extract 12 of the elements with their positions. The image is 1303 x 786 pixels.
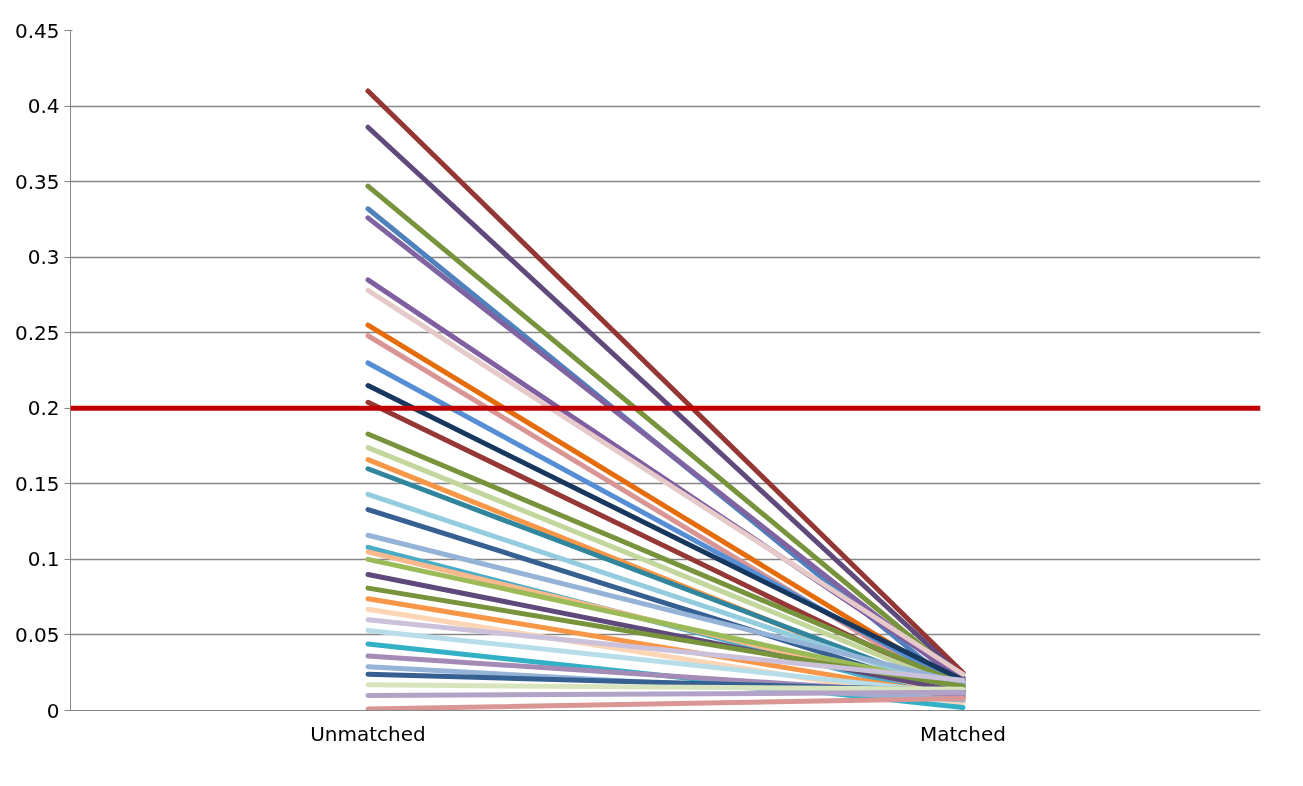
y-tick-label: 0.2	[27, 396, 60, 421]
y-tick-label: 0.1	[27, 547, 60, 572]
x-tick-label: Matched	[919, 721, 1007, 746]
y-tick-label: 0.3	[27, 245, 60, 270]
y-tick-label: 0	[46, 698, 60, 723]
y-tick-label: 0.45	[14, 18, 60, 43]
y-tick-label: 0.15	[14, 471, 60, 496]
y-tick-label: 0.05	[14, 622, 60, 647]
y-tick-label: 0.25	[14, 320, 60, 345]
y-tick-label: 0.35	[14, 169, 60, 194]
y-tick-label: 0.4	[27, 94, 60, 119]
x-tick-label: Unmatched	[310, 721, 426, 746]
